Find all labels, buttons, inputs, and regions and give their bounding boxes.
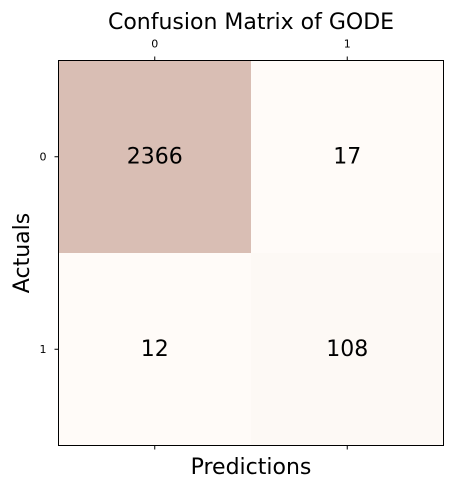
heatmap-cell-r0-c1 [251, 60, 444, 253]
heatmap-cell-r1-c0 [58, 253, 251, 446]
cell-value-label-r1-c1: 108 [326, 337, 368, 362]
plot-frame [58, 60, 444, 446]
heatmap-cells: 2366 17 12 108 [58, 60, 444, 446]
y-tick-label-0: 0 [40, 150, 47, 163]
cell-value-label-r0-c0: 2366 [127, 144, 183, 169]
y-axis-ticks: 01 [40, 150, 59, 356]
y-tick-label-1: 1 [40, 343, 47, 356]
x-tick-label-0: 0 [151, 38, 158, 51]
x-tick-label-1: 1 [344, 38, 351, 51]
heatmap-cell-r0-c0 [58, 60, 251, 253]
cell-value-label-r1-c0: 12 [141, 337, 169, 362]
y-axis-label: Actuals [10, 213, 35, 293]
x-axis-label: Predictions [191, 455, 312, 480]
cell-value-label-r0-c1: 17 [333, 144, 361, 169]
chart-title: Confusion Matrix of GODE [108, 10, 394, 35]
heatmap-cell-r1-c1 [251, 253, 444, 446]
